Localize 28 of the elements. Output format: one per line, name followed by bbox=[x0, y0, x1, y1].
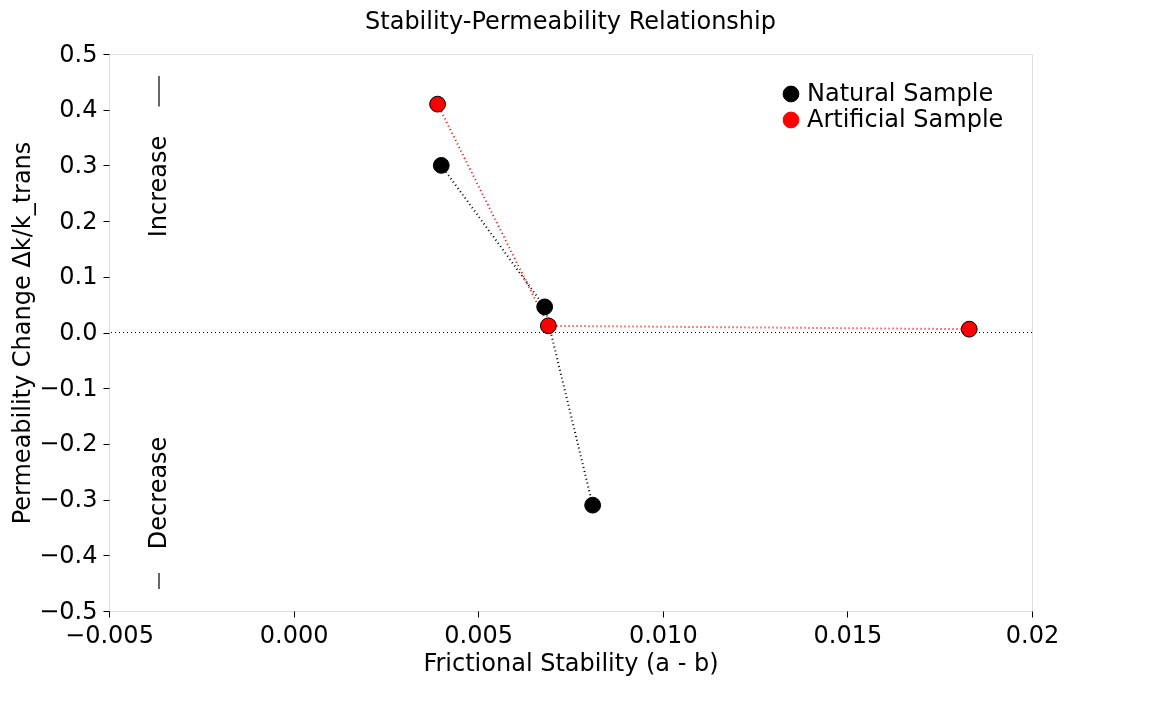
point bbox=[539, 317, 557, 335]
y-tick-label: 0.2 bbox=[59, 206, 98, 235]
y-tick-label: −0.4 bbox=[39, 540, 98, 569]
legend-label: Natural Sample bbox=[807, 79, 994, 107]
y-tick-label: 0.5 bbox=[59, 39, 98, 68]
y-tick-label: −0.3 bbox=[39, 485, 98, 514]
legend-label: Artificial Sample bbox=[807, 105, 1004, 133]
y-tick-label: −0.2 bbox=[39, 429, 98, 458]
chart-title: Stability-Permeability Relationship bbox=[365, 7, 776, 35]
point bbox=[536, 298, 554, 316]
y-axis-title: Permeability Change Δk/k_trans bbox=[8, 141, 37, 525]
x-axis-title: Frictional Stability (a - b) bbox=[423, 648, 719, 677]
y-tick-label: −0.1 bbox=[39, 373, 98, 402]
x-tick-label: 0.02 bbox=[1005, 620, 1060, 649]
point bbox=[429, 95, 446, 113]
x-tick-label: 0.010 bbox=[628, 620, 698, 649]
y-tick-label: 0.0 bbox=[59, 318, 98, 346]
annotation: Decrease bbox=[144, 436, 172, 550]
x-tick-label: 0.015 bbox=[813, 620, 883, 649]
point bbox=[960, 320, 978, 338]
x-tick-label: 0.005 bbox=[444, 620, 514, 649]
point bbox=[584, 496, 602, 514]
point bbox=[432, 157, 450, 174]
annotation: Increase bbox=[144, 135, 172, 238]
y-tick-label: 0.4 bbox=[59, 95, 98, 124]
y-tick-label: 0.3 bbox=[59, 150, 98, 179]
y-tick-label: 0.1 bbox=[59, 262, 98, 291]
x-tick-label: 0.000 bbox=[259, 620, 329, 649]
